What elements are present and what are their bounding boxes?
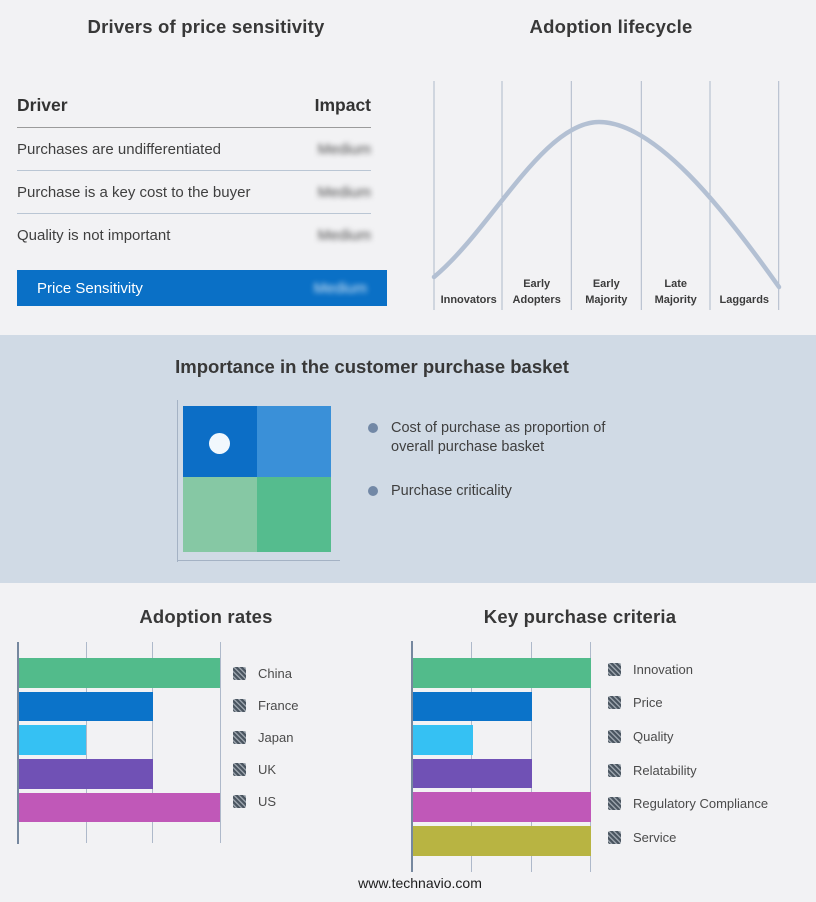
- table-row: Purchases are undifferentiated Medium: [17, 128, 371, 171]
- quadrant-x-axis: [176, 560, 340, 561]
- bar-us: [18, 792, 221, 823]
- legend-item: Innovation: [608, 662, 693, 677]
- legend-item: Relatability: [608, 763, 697, 778]
- gridline: [590, 641, 592, 872]
- quadrant-bottom-left: [183, 477, 257, 552]
- bar-china: [18, 658, 221, 688]
- impact-cell-blurred: Medium: [317, 226, 371, 244]
- legend-item: Japan: [233, 730, 293, 745]
- legend-label: Regulatory Compliance: [633, 796, 769, 812]
- bar-price: [413, 691, 532, 722]
- gridline: [219, 642, 221, 843]
- table-row: Quality is not important Medium: [17, 214, 371, 256]
- bar-service: [413, 826, 592, 856]
- table-row: Purchase is a key cost to the buyer Medi…: [17, 171, 371, 214]
- adoption-rates-title: Adoption rates: [139, 606, 273, 627]
- legend-item: China: [233, 666, 292, 681]
- drivers-table: Driver Impact Purchases are undifferenti…: [17, 95, 371, 256]
- list-item: Purchase criticality: [368, 482, 605, 501]
- legend-label: Quality: [633, 728, 674, 744]
- legend-label: Service: [633, 830, 677, 845]
- quadrant-top-right: [257, 406, 331, 477]
- bullet-icon: [368, 423, 378, 433]
- bell-curve: [431, 119, 782, 290]
- legend-label: Price: [633, 695, 663, 711]
- hatched-swatch-icon: [608, 763, 621, 777]
- bar-japan: [18, 725, 86, 755]
- legend-label: Innovation: [633, 661, 693, 677]
- hatched-swatch-icon: [608, 797, 621, 811]
- criteria-y-axis: [411, 641, 414, 872]
- impact-cell-blurred: Medium: [317, 183, 371, 201]
- legend-label: China: [258, 666, 292, 681]
- impact-cell-blurred: Medium: [317, 140, 371, 158]
- driver-cell: Quality is not important: [17, 226, 171, 244]
- purchase-basket-band: [0, 335, 816, 583]
- hatched-swatch-icon: [233, 731, 246, 744]
- hatched-swatch-icon: [233, 699, 246, 712]
- gridline: [152, 642, 153, 843]
- bullet-icon: [368, 486, 378, 496]
- driver-cell: Purchases are undifferentiated: [17, 140, 222, 158]
- basket-panel-title: Importance in the customer purchase bask…: [175, 356, 569, 377]
- hatched-swatch-icon: [233, 667, 246, 680]
- highlight-driver-cell: Price Sensitivity: [37, 279, 143, 297]
- basket-bullet-list: Cost of purchase as proportion of overal…: [368, 419, 605, 526]
- bullet-text: Purchase criticality: [391, 483, 512, 499]
- adoption-rates-y-axis: [16, 641, 19, 844]
- bar-regulatory-compliance: [413, 792, 592, 822]
- bar-france: [18, 691, 154, 722]
- legend-label: France: [258, 698, 299, 713]
- legend-item: UK: [233, 762, 276, 777]
- hatched-swatch-icon: [233, 763, 246, 776]
- stage-label-early-majority: Early Majority: [585, 278, 628, 306]
- legend-label: UK: [258, 762, 277, 777]
- hatched-swatch-icon: [233, 795, 246, 808]
- column-header-impact: Impact: [314, 95, 371, 115]
- legend-item: Quality: [608, 729, 673, 744]
- bar-innovation: [413, 658, 592, 688]
- highlight-impact-cell-blurred: Medium: [313, 279, 367, 297]
- stage-label-early-adopters: Early Adopters: [512, 278, 561, 306]
- driver-cell: Purchase is a key cost to the buyer: [17, 183, 251, 201]
- gridline: [530, 641, 532, 872]
- bar-quality: [413, 725, 473, 755]
- stage-label-innovators: Innovators: [440, 293, 497, 306]
- quadrant-y-axis: [176, 400, 178, 562]
- column-header-driver: Driver: [17, 95, 68, 115]
- legend-label: Japan: [258, 730, 294, 745]
- drivers-panel-title: Drivers of price sensitivity: [87, 16, 325, 37]
- hatched-swatch-icon: [608, 696, 621, 710]
- legend-item: Service: [608, 830, 676, 845]
- hatched-swatch-icon: [608, 729, 621, 743]
- gridline: [86, 642, 87, 843]
- bullet-text: Cost of purchase as proportion of overal…: [391, 420, 606, 455]
- legend-label: Relatability: [633, 762, 697, 778]
- quadrant-bottom-right: [257, 477, 331, 552]
- legend-item: Regulatory Compliance: [608, 796, 768, 811]
- hatched-swatch-icon: [608, 662, 621, 676]
- bar-relatability: [413, 758, 532, 789]
- legend-item: Price: [608, 695, 663, 710]
- legend-item: US: [233, 794, 276, 809]
- stage-label-laggards: Laggards: [719, 293, 770, 306]
- technavio-url: www.technavio.com: [358, 875, 482, 891]
- key-purchase-criteria-title: Key purchase criteria: [483, 606, 677, 627]
- list-item: Cost of purchase as proportion of overal…: [368, 419, 605, 457]
- legend-item: France: [233, 698, 298, 713]
- position-dot-icon: [209, 433, 230, 454]
- adoption-lifecycle-chart: [431, 81, 782, 310]
- lifecycle-panel-title: Adoption lifecycle: [529, 16, 693, 37]
- stage-label-late-majority: Late Majority: [654, 278, 697, 306]
- bar-uk: [18, 759, 154, 789]
- legend-label: US: [258, 794, 277, 809]
- price-sensitivity-highlight-row: Price Sensitivity Medium: [17, 270, 387, 306]
- hatched-swatch-icon: [608, 831, 621, 844]
- lifecycle-gridlines: [433, 81, 780, 310]
- drivers-table-header: Driver Impact: [17, 95, 371, 128]
- gridline: [471, 641, 473, 872]
